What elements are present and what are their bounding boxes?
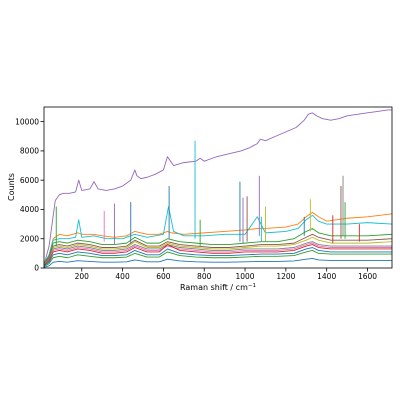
- y-tick-label: 10000: [15, 117, 39, 126]
- series-line-8: [44, 242, 392, 266]
- y-tick-label: 8000: [20, 147, 39, 156]
- series-line-11: [44, 249, 392, 267]
- series-line-1: [44, 109, 392, 266]
- spike-layer: [55, 140, 360, 247]
- y-axis-label: Counts: [7, 173, 16, 201]
- x-tick-label: 800: [197, 272, 212, 281]
- series-line-6: [44, 236, 392, 265]
- x-tick-label: 1600: [358, 272, 377, 281]
- series-line-10: [44, 247, 392, 267]
- y-tick-label: 4000: [20, 205, 39, 214]
- series-line-5: [44, 233, 392, 265]
- x-axis-label: Raman shift / cm−1: [180, 283, 256, 292]
- series-layer: [44, 109, 392, 268]
- series-line-3: [44, 206, 392, 264]
- x-tick-label: 400: [115, 272, 130, 281]
- x-tick-label: 1000: [235, 272, 254, 281]
- y-axis-ticks: 0 2000 4000 6000 8000 10000: [15, 117, 44, 273]
- x-axis-ticks: 200 400 600 800 1000 1200 1400 1600: [75, 268, 377, 281]
- y-tick-label: 2000: [20, 234, 39, 243]
- series-line-12: [44, 258, 392, 268]
- x-tick-label: 200: [75, 272, 90, 281]
- plot-frame: [43, 106, 393, 269]
- series-line-4: [44, 228, 392, 264]
- y-tick-label: 6000: [20, 176, 39, 185]
- series-line-7: [44, 241, 392, 266]
- x-tick-label: 1200: [276, 272, 295, 281]
- series-line-9: [44, 244, 392, 266]
- y-tick-label: 0: [34, 264, 39, 273]
- x-tick-label: 1400: [317, 272, 336, 281]
- x-tick-label: 600: [156, 272, 171, 281]
- series-line-2: [44, 211, 392, 264]
